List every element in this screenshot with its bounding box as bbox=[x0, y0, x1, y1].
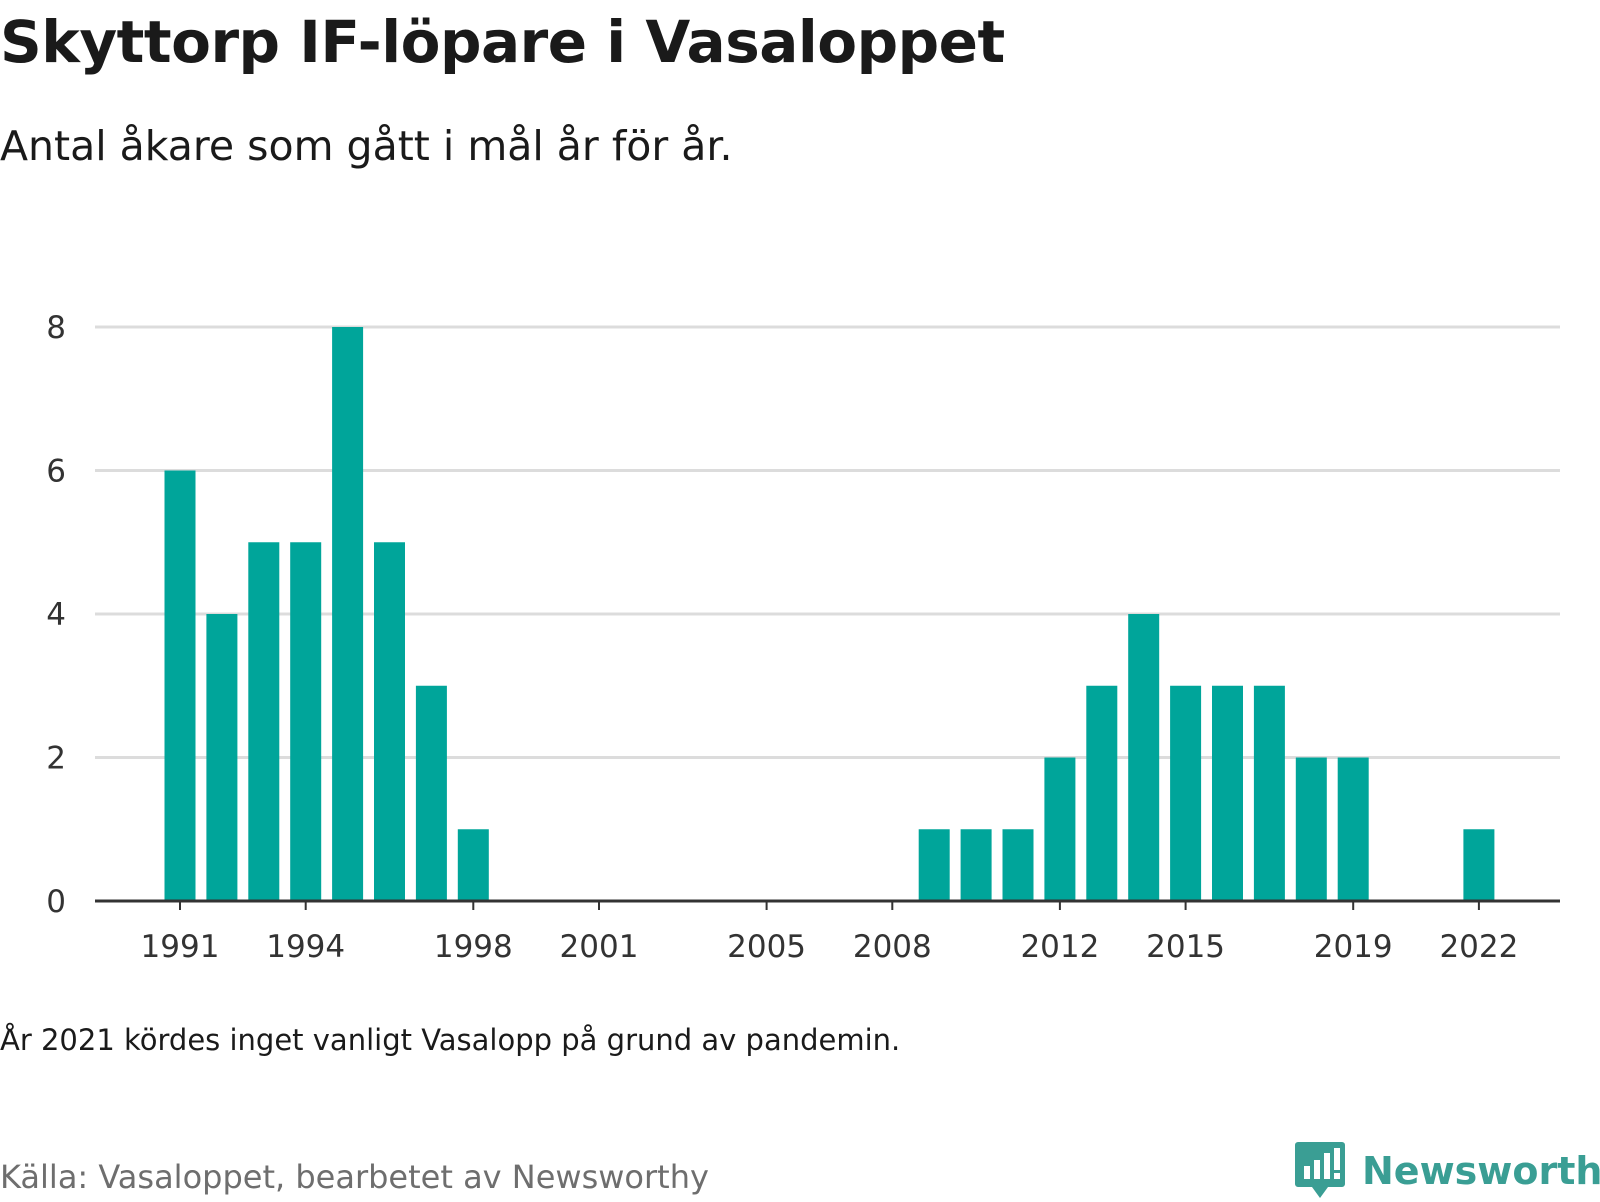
bar-1996 bbox=[374, 542, 405, 901]
x-tick-label: 2015 bbox=[1146, 929, 1225, 965]
brand-logo: Newsworthy bbox=[1294, 1140, 1600, 1202]
x-tick-label: 2022 bbox=[1439, 929, 1518, 965]
bar-2017 bbox=[1253, 685, 1285, 901]
x-tick-label: 2005 bbox=[727, 929, 806, 965]
y-tick-label: 0 bbox=[46, 884, 66, 920]
bar-2011 bbox=[1002, 829, 1034, 901]
x-tick-label: 2019 bbox=[1314, 929, 1393, 965]
bar-2010 bbox=[960, 829, 992, 901]
bar-1993 bbox=[248, 542, 280, 901]
bar-2016 bbox=[1212, 685, 1243, 901]
x-tick-label: 2001 bbox=[560, 929, 639, 965]
bars bbox=[164, 327, 1495, 901]
chart-speech-bubble-icon bbox=[1295, 1142, 1345, 1198]
x-tick-label: 1998 bbox=[434, 929, 513, 965]
y-tick-label: 4 bbox=[46, 597, 66, 633]
x-axis-ticks: 1991 1994 1998 2001 2005 2008 2012 2015 2019 2022 bbox=[95, 899, 1560, 965]
y-tick-label: 8 bbox=[46, 310, 66, 346]
x-tick-label: 1994 bbox=[266, 929, 345, 965]
bar-2019 bbox=[1337, 757, 1369, 901]
bar-2018 bbox=[1295, 757, 1327, 901]
chart-subtitle: Antal åkare som gått i mål år för år. bbox=[0, 122, 733, 170]
y-tick-label: 6 bbox=[46, 454, 66, 490]
bar-2022 bbox=[1463, 829, 1495, 901]
bar-2013 bbox=[1086, 685, 1118, 901]
bar-1992 bbox=[206, 614, 238, 901]
chart-note: År 2021 kördes inget vanligt Vasalopp på… bbox=[0, 1023, 901, 1057]
bar-1991 bbox=[164, 470, 196, 901]
brand-name: Newsworthy bbox=[1362, 1149, 1600, 1193]
bar-2012 bbox=[1044, 757, 1076, 901]
x-tick-label: 1991 bbox=[141, 929, 220, 965]
bar-1997 bbox=[415, 685, 447, 901]
source-credit: Källa: Vasaloppet, bearbetet av Newswort… bbox=[0, 1158, 709, 1196]
bar-2015 bbox=[1170, 685, 1202, 901]
bar-1994 bbox=[290, 542, 322, 901]
bar-2009 bbox=[918, 829, 950, 901]
x-tick-label: 2012 bbox=[1020, 929, 1099, 965]
bar-2014 bbox=[1128, 614, 1160, 901]
x-tick-label: 2008 bbox=[853, 929, 932, 965]
bar-1995 bbox=[332, 327, 364, 901]
bar-chart: 0 2 4 6 8 1991 1994 1998 2001 2005 2008 2012 2015 20… bbox=[46, 310, 1560, 965]
y-tick-label: 2 bbox=[46, 741, 66, 777]
y-axis-ticks: 0 2 4 6 8 bbox=[46, 310, 66, 920]
bar-1998 bbox=[457, 829, 489, 901]
chart-title: Skyttorp IF-löpare i Vasaloppet bbox=[0, 8, 1005, 76]
